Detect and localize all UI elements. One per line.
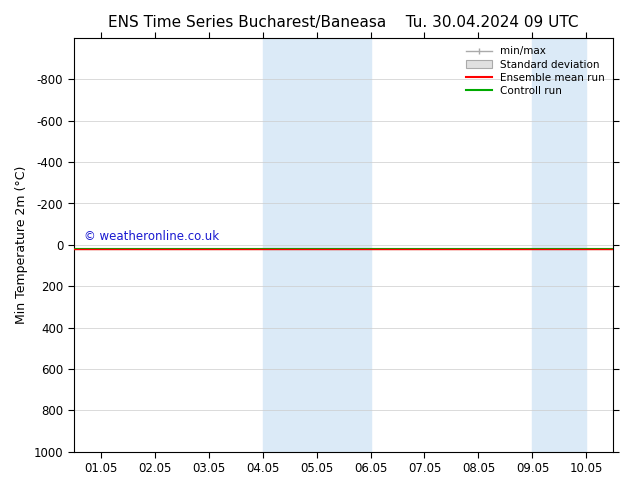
Bar	[533, 38, 586, 452]
Text: © weatheronline.co.uk: © weatheronline.co.uk	[84, 230, 219, 243]
Legend: min/max, Standard deviation, Ensemble mean run, Controll run: min/max, Standard deviation, Ensemble me…	[463, 43, 608, 99]
Title: ENS Time Series Bucharest/Baneasa    Tu. 30.04.2024 09 UTC: ENS Time Series Bucharest/Baneasa Tu. 30…	[108, 15, 579, 30]
Bar	[262, 38, 370, 452]
Y-axis label: Min Temperature 2m (°C): Min Temperature 2m (°C)	[15, 166, 28, 324]
